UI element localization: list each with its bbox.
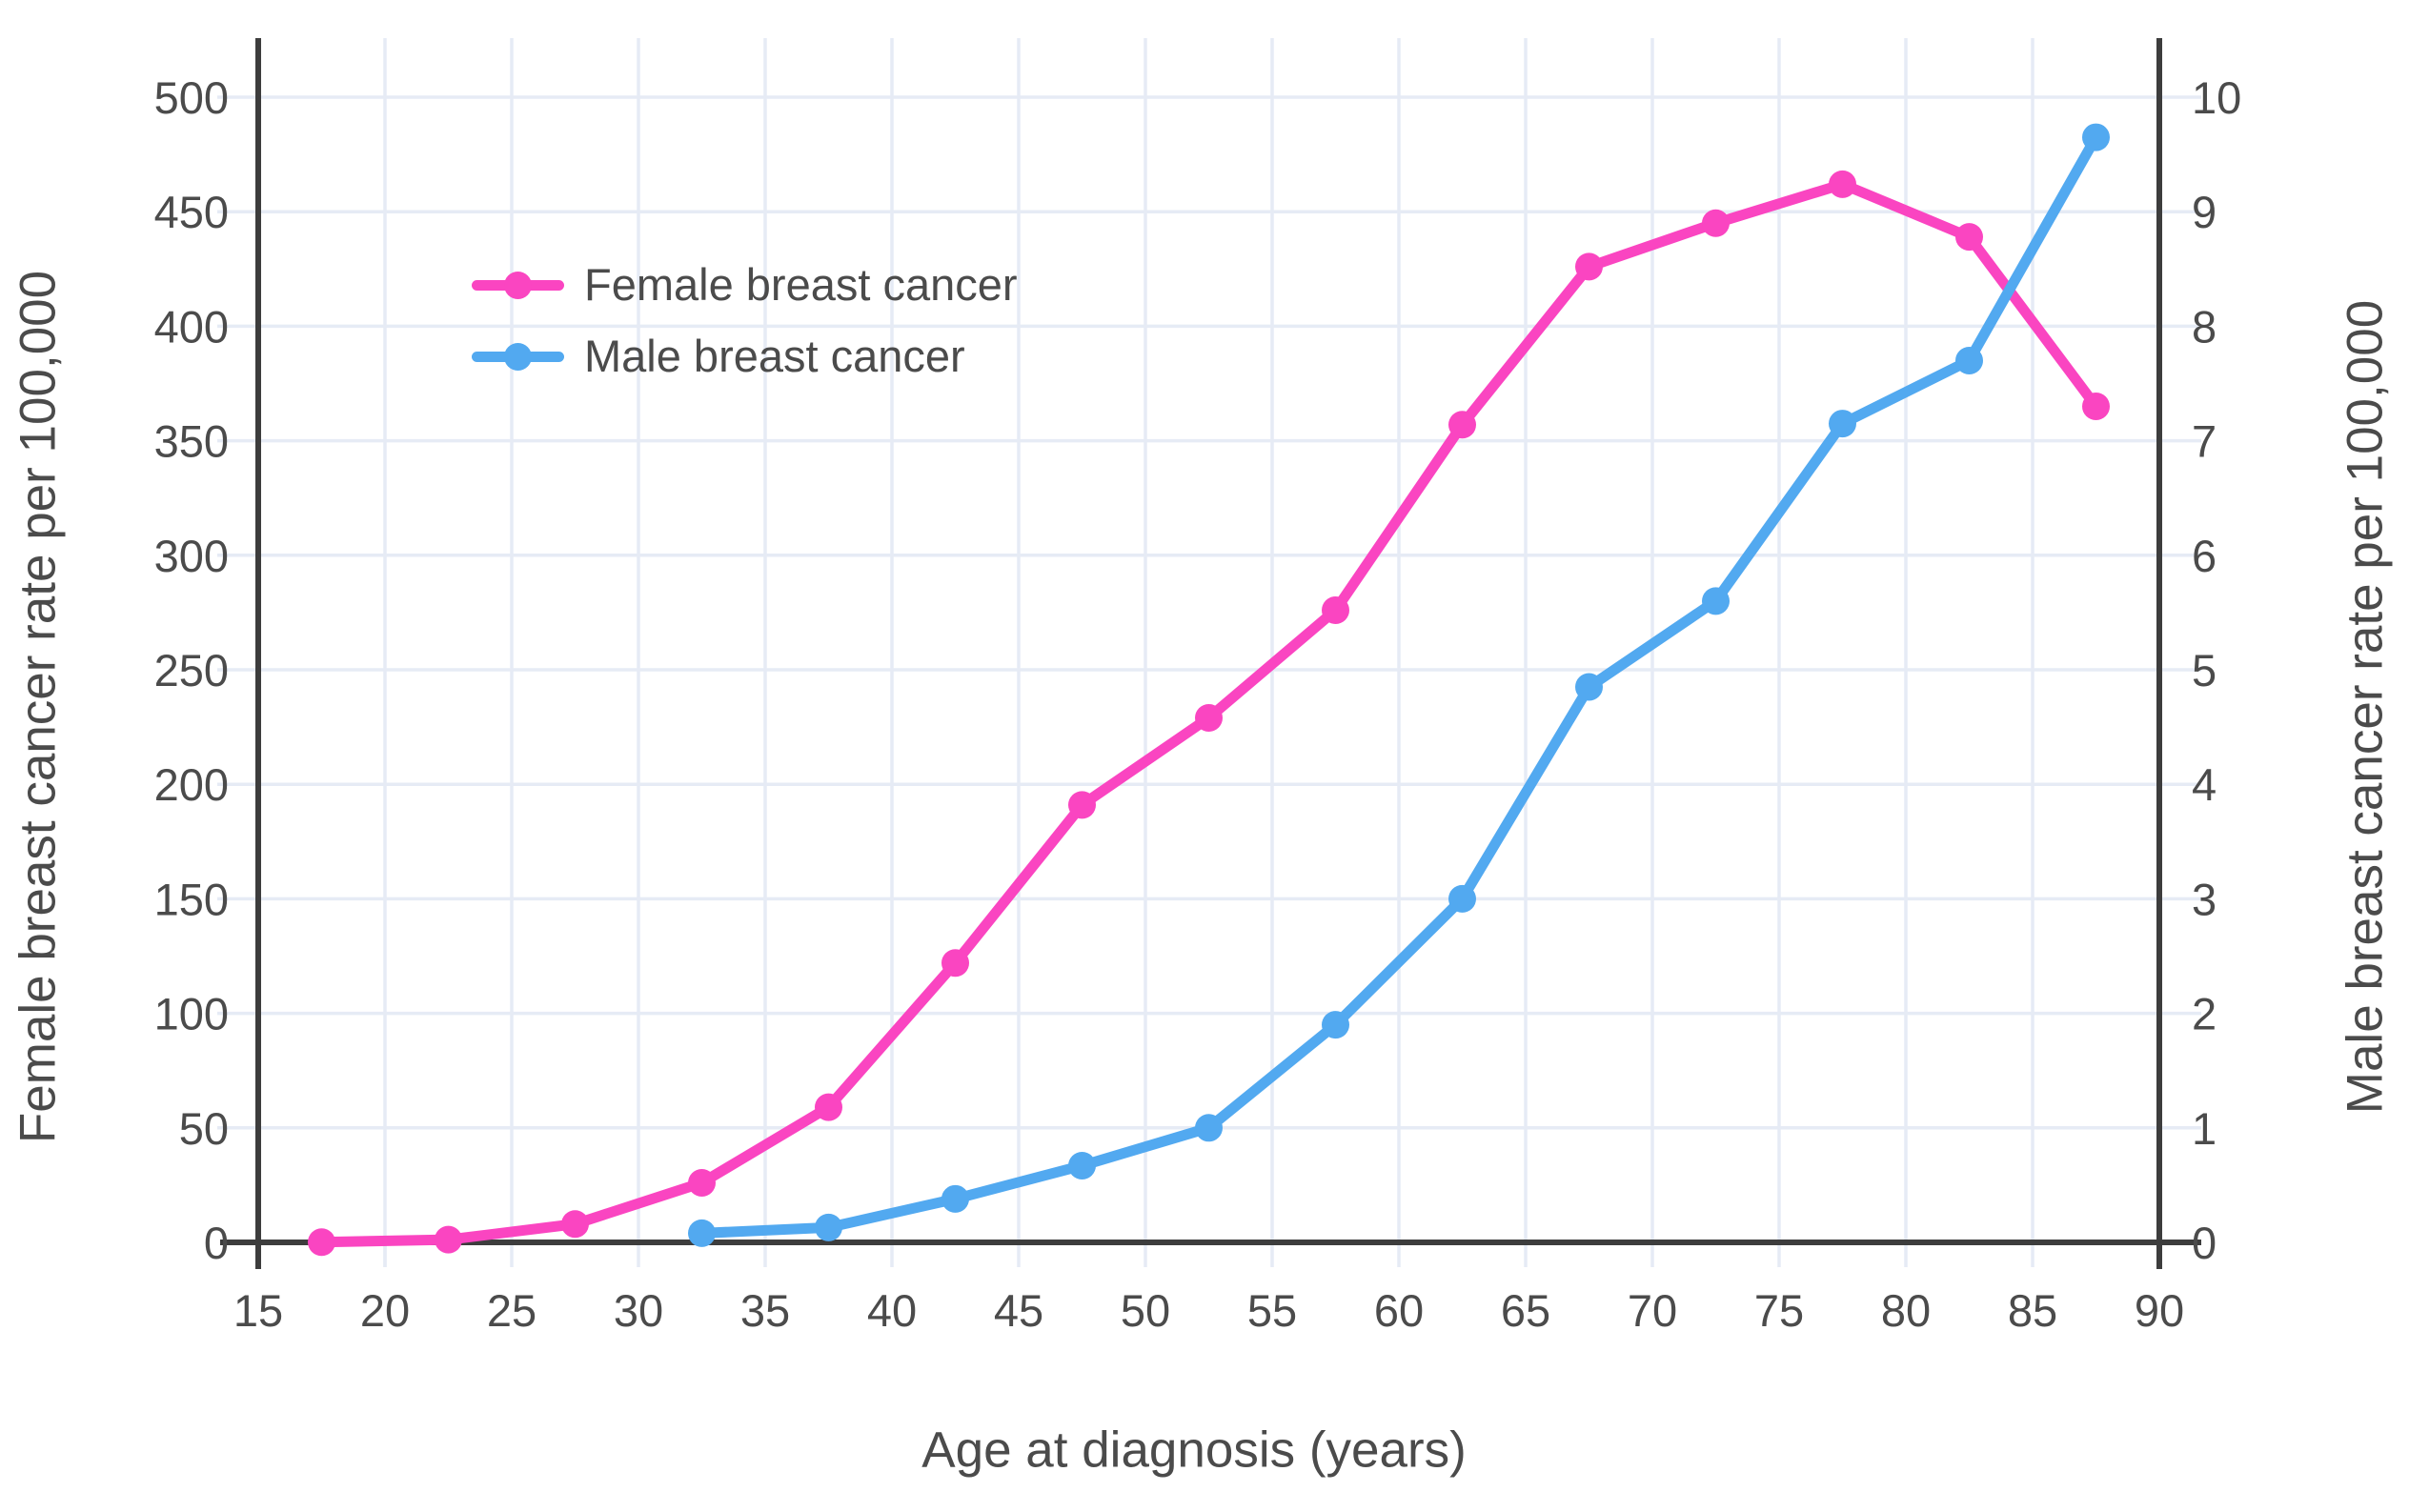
x-tick-label: 60 (1374, 1285, 1424, 1336)
left-axis-title: Female breast cancer rate per 100,000 (10, 270, 67, 1144)
female-series (308, 170, 2110, 1257)
right-tick-label: 4 (2192, 759, 2217, 810)
female-series-marker (688, 1168, 716, 1197)
x-tick-label: 35 (740, 1285, 790, 1336)
x-tick-label: 20 (360, 1285, 410, 1336)
male-series-marker (1195, 1114, 1223, 1142)
right-tick-label: 3 (2192, 874, 2217, 924)
right-tick-label: 10 (2192, 72, 2241, 123)
x-tick-label: 45 (994, 1285, 1043, 1336)
female-series-marker (1829, 170, 1856, 198)
x-tick-label: 80 (1881, 1285, 1931, 1336)
x-tick-label: 40 (867, 1285, 917, 1336)
tick-labels: 15 20 25 30 35 40 45 50 55 60 65 70 75 80 85 9005010015… (154, 72, 2242, 1336)
legend-label-male: Male breast cancer (584, 331, 965, 381)
x-axis-title: Age at diagnosis (years) (921, 1421, 1467, 1479)
female-series-marker (435, 1225, 462, 1254)
x-tick-label: 90 (2135, 1285, 2184, 1336)
left-tick-label: 450 (154, 187, 229, 237)
female-series-marker (815, 1093, 842, 1121)
x-tick-label: 30 (614, 1285, 663, 1336)
legend-label-female: Female breast cancer (584, 259, 1018, 310)
left-tick-label: 150 (154, 874, 229, 924)
male-series (688, 123, 2110, 1247)
x-tick-label: 50 (1121, 1285, 1170, 1336)
right-tick-label: 6 (2192, 531, 2217, 581)
male-series-marker (815, 1213, 842, 1241)
axes-lines (220, 38, 2201, 1269)
left-tick-label: 0 (204, 1218, 229, 1268)
x-tick-label: 65 (1501, 1285, 1550, 1336)
left-tick-label: 500 (154, 72, 229, 123)
gridlines (217, 38, 2201, 1267)
male-series-marker (941, 1184, 969, 1213)
male-series-swatch (472, 342, 564, 371)
female-series-marker (1702, 209, 1730, 237)
male-series-marker (1575, 673, 1603, 701)
female-series-marker (2082, 393, 2110, 421)
left-tick-label: 350 (154, 416, 229, 467)
x-tick-label: 25 (487, 1285, 536, 1336)
female-swatch-dot-icon (504, 271, 532, 299)
left-tick-label: 200 (154, 759, 229, 810)
male-series-marker (1322, 1011, 1349, 1039)
x-tick-label: 70 (1628, 1285, 1677, 1336)
right-tick-label: 9 (2192, 187, 2217, 237)
female-series-marker (1448, 411, 1476, 439)
female-series-marker (1322, 595, 1349, 624)
right-tick-label: 7 (2192, 416, 2217, 467)
female-series-marker (1955, 223, 1983, 252)
male-series-line (697, 131, 2101, 1239)
x-tick-label: 55 (1247, 1285, 1297, 1336)
legend-item-male: Male breast cancer (472, 331, 1018, 382)
female-series-marker (941, 949, 969, 978)
right-tick-label: 1 (2192, 1103, 2217, 1154)
left-tick-label: 100 (154, 989, 229, 1039)
x-tick-label: 85 (2008, 1285, 2057, 1336)
male-series-marker (1448, 884, 1476, 913)
right-tick-label: 0 (2192, 1218, 2217, 1268)
x-tick-label: 15 (233, 1285, 283, 1336)
left-tick-label: 250 (154, 645, 229, 696)
right-tick-label: 5 (2192, 645, 2217, 696)
male-swatch-dot-icon (504, 342, 532, 371)
female-series-marker (1575, 252, 1603, 281)
male-series-marker (1955, 346, 1983, 374)
right-axis-title: Male breast cancer rate per 100,000 (2337, 299, 2394, 1115)
male-series-marker (1829, 410, 1856, 438)
female-series-marker (1195, 703, 1223, 732)
left-tick-label: 50 (179, 1103, 229, 1154)
female-series-marker (1068, 791, 1096, 819)
male-series-marker (2082, 123, 2110, 151)
female-series-marker (308, 1228, 335, 1257)
left-tick-label: 300 (154, 531, 229, 581)
right-tick-label: 2 (2192, 989, 2217, 1039)
legend: Female breast cancer Male breast cancer (472, 259, 1018, 382)
right-tick-label: 8 (2192, 301, 2217, 352)
left-tick-label: 400 (154, 301, 229, 352)
male-series-marker (688, 1219, 716, 1247)
x-tick-label: 75 (1754, 1285, 1804, 1336)
male-series-marker (1702, 587, 1730, 615)
female-series-swatch (472, 271, 564, 299)
female-series-marker (561, 1210, 589, 1239)
male-series-marker (1068, 1151, 1096, 1179)
legend-item-female: Female breast cancer (472, 259, 1018, 311)
